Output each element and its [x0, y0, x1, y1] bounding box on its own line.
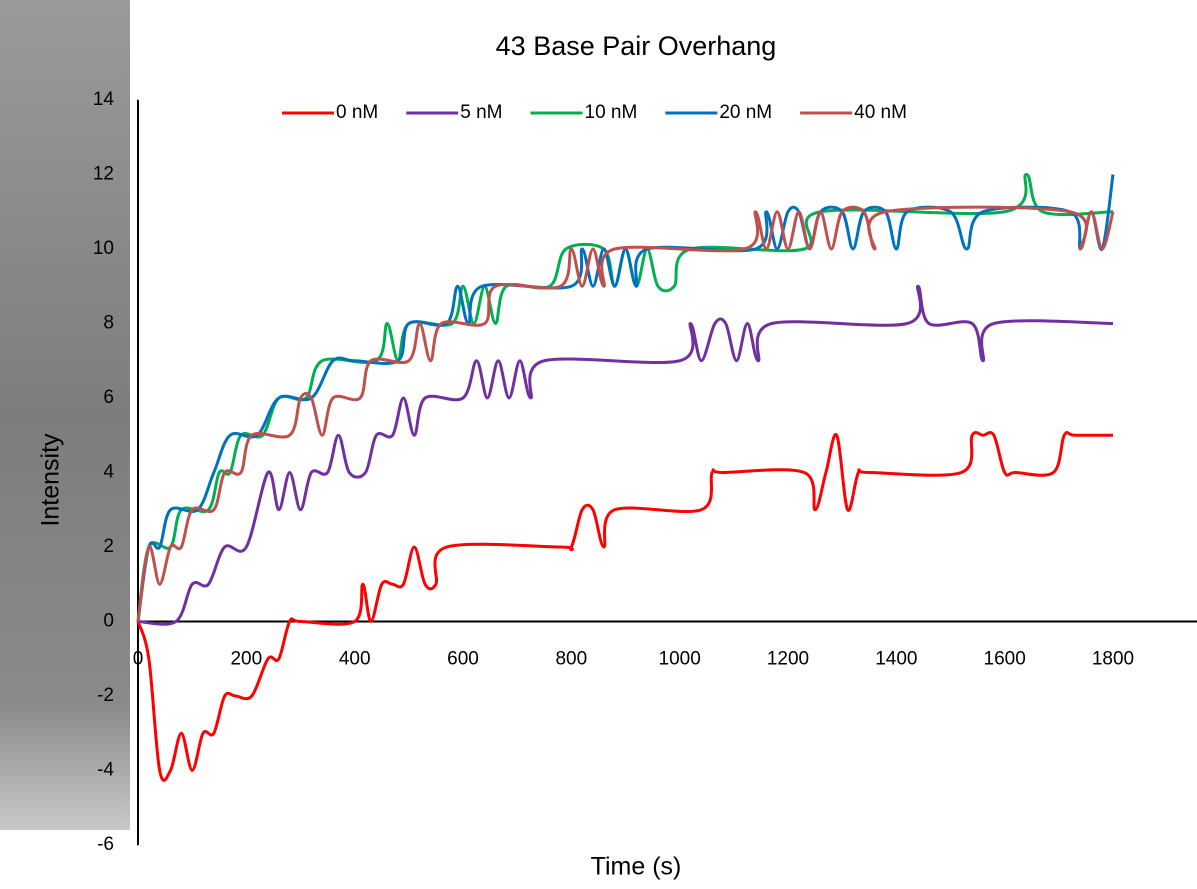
y-tick-label: 8 [103, 313, 114, 334]
y-tick-label: 12 [93, 164, 114, 185]
y-tick-label: 2 [103, 536, 114, 557]
x-tick-label: 800 [555, 649, 587, 670]
background-image [0, 0, 130, 830]
series-line [136, 173, 1114, 622]
series-line [136, 431, 1113, 782]
y-tick-label: 14 [93, 89, 115, 110]
y-tick-label: 4 [103, 462, 114, 483]
legend-label: 40 nM [854, 102, 907, 123]
x-tick-label: 400 [339, 649, 371, 670]
x-tick-label: 1200 [767, 649, 809, 670]
series-line [136, 174, 1115, 622]
series-line [137, 284, 1114, 626]
y-tick-label: 10 [93, 238, 114, 259]
x-axis-title: Time (s) [591, 853, 682, 881]
x-tick-label: 0 [133, 649, 144, 670]
x-tick-label: 600 [447, 649, 479, 670]
legend: 0 nM 5 nM 10 nM 20 nM 40 nM [282, 102, 907, 123]
legend-label: 20 nM [719, 102, 772, 123]
x-tick-label: 1400 [875, 649, 917, 670]
x-tick-label: 1800 [1092, 649, 1134, 670]
legend-label: 10 nM [585, 102, 638, 123]
legend-label: 5 nM [460, 102, 502, 123]
y-tick-label: -4 [97, 760, 114, 781]
chart-title: 43 Base Pair Overhang [496, 31, 777, 61]
y-tick-label: -6 [97, 834, 114, 855]
y-tick-label: -2 [97, 685, 114, 706]
x-tick-label: 1600 [984, 649, 1026, 670]
series-line [136, 205, 1115, 622]
legend-label: 0 nM [336, 102, 378, 123]
y-axis-title: Intensity [37, 433, 65, 527]
x-tick-label: 1000 [659, 649, 701, 670]
x-tick-label: 200 [230, 649, 262, 670]
y-tick-label: 0 [103, 611, 114, 632]
y-tick-label: 6 [103, 387, 114, 408]
